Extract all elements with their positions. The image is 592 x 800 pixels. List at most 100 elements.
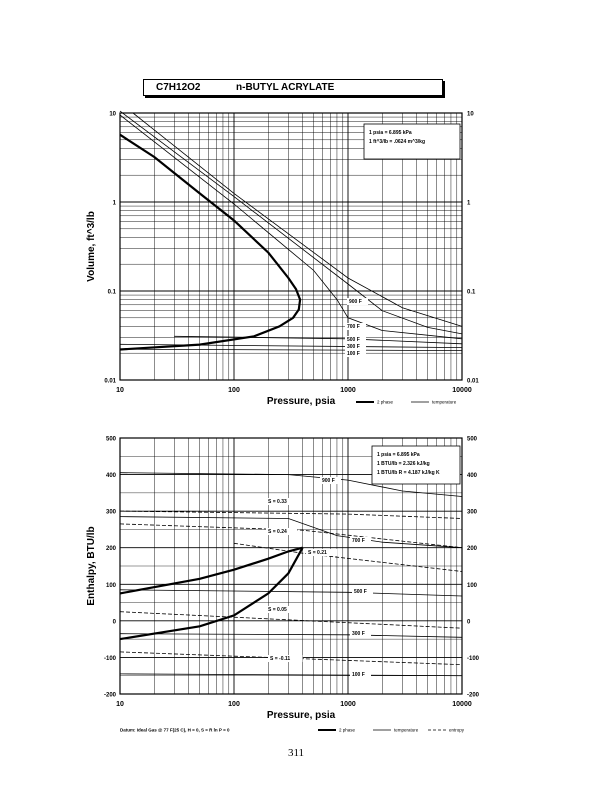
annotation-bg — [345, 336, 366, 343]
two-phase-curve — [119, 546, 303, 595]
curve-label: 500 F — [354, 589, 367, 595]
y-axis-label: Volume, ft^3/lb — [86, 211, 97, 282]
curve-label: 100 F — [347, 351, 360, 357]
entropy-line — [119, 523, 463, 549]
curve-label: S = 0.21 — [308, 550, 327, 556]
conversion-box — [363, 123, 461, 160]
conversion-text: 1 BTU/lb R = 4.187 kJ/kg K — [377, 470, 440, 476]
curve-label: 900 F — [349, 299, 362, 305]
annotation-bg — [350, 671, 371, 678]
x-tick-label: 1000 — [340, 387, 356, 394]
annotation-bg — [306, 549, 338, 556]
y-tick-label-right: 300 — [467, 510, 478, 516]
y-tick-label-right: 0 — [467, 619, 471, 625]
annotation-bg — [345, 343, 366, 350]
entropy-line — [119, 611, 463, 629]
curve-label: 300 F — [352, 631, 365, 637]
chart-title-box: C7H12O2 n-BUTYL ACRYLATE — [143, 79, 443, 96]
annotation-bg — [350, 630, 371, 637]
y-tick-label: 0 — [113, 619, 117, 625]
y-tick-label: 0.01 — [104, 379, 116, 385]
conversion-box — [371, 445, 461, 485]
y-axis-label: Enthalpy, BTU/lb — [86, 526, 97, 605]
entropy-line — [119, 510, 463, 519]
curve-label: S = 0.24 — [268, 529, 287, 535]
annotation-bg — [266, 606, 298, 613]
chemical-name: n-BUTYL ACRYLATE — [236, 82, 335, 93]
curve-label: S = 0.33 — [268, 499, 287, 505]
temperature-line — [119, 110, 463, 335]
legend-label: 2 phase — [339, 728, 356, 733]
annotation-bg — [345, 323, 366, 330]
y-tick-label: 10 — [109, 112, 116, 118]
page-number: 311 — [287, 747, 305, 759]
curve-label: 100 F — [352, 672, 365, 678]
curve-label: 500 F — [347, 337, 360, 343]
annotation-bg — [320, 477, 341, 484]
x-axis-label: Pressure, psia — [267, 396, 336, 407]
x-tick-label: 10000 — [452, 701, 472, 708]
annotation-bg — [268, 655, 303, 662]
chemical-formula: C7H12O2 — [156, 82, 201, 93]
y-tick-label: 0.1 — [108, 290, 117, 296]
x-tick-label: 100 — [228, 387, 240, 394]
y-tick-label: 500 — [106, 437, 117, 443]
legend-label: temperature — [432, 400, 457, 405]
y-tick-label: 100 — [106, 583, 117, 589]
temperature-line — [119, 673, 463, 677]
y-tick-label: 300 — [106, 510, 117, 516]
volume-pressure-chart: 10 100 1000 100001010.10.011010.10.01Pressu… — [86, 110, 479, 407]
y-tick-label-right: 1 — [467, 201, 471, 207]
two-phase-curve — [119, 547, 304, 641]
enthalpy-pressure-chart: 10 100 1000 100005004003002001000-100-20050… — [86, 437, 480, 733]
temperature-line — [119, 348, 463, 351]
x-axis-label: Pressure, psia — [267, 710, 336, 721]
y-tick-label: 400 — [106, 473, 117, 479]
y-tick-label-right: 200 — [467, 546, 478, 552]
y-tick-label: 1 — [113, 201, 117, 207]
curve-label: S = -0.11 — [270, 656, 290, 662]
y-tick-label-right: 10 — [467, 112, 474, 118]
y-tick-label-right: 0.1 — [467, 290, 476, 296]
temperature-line — [119, 516, 463, 549]
annotation-bg — [345, 350, 366, 357]
x-tick-label: 100 — [228, 701, 240, 708]
x-tick-label: 10 — [116, 387, 124, 394]
plot-frame — [119, 437, 463, 695]
annotation-bg — [266, 528, 298, 535]
curve-label: S = 0.05 — [268, 607, 287, 613]
conversion-text: 1 psia = 6.895 kPa — [377, 452, 420, 458]
y-tick-label: 200 — [106, 546, 117, 552]
temperature-line — [119, 589, 463, 597]
annotation-bg — [266, 498, 298, 505]
curve-label: 700 F — [352, 538, 365, 544]
x-tick-label: 10 — [116, 701, 124, 708]
temperature-line — [119, 472, 463, 497]
curve-label: 900 F — [322, 478, 335, 484]
footnote: Datum: Ideal Gas @ 77 F(25 C), H = 0, S … — [120, 728, 230, 733]
x-tick-label: 1000 — [340, 701, 356, 708]
x-tick-label: 10000 — [452, 387, 472, 394]
conversion-text: 1 ft^3/lb = .0624 m^3/kg — [369, 139, 425, 145]
legend-label: 2 phase — [377, 400, 394, 405]
curve-label: 300 F — [347, 344, 360, 350]
legend-label: entropy — [449, 728, 465, 733]
y-tick-label-right: -100 — [467, 656, 480, 662]
temperature-line — [119, 343, 463, 348]
temperature-line — [132, 112, 463, 327]
y-tick-label-right: 0.01 — [467, 379, 479, 385]
temperature-line — [119, 633, 463, 638]
y-tick-label-right: 500 — [467, 437, 478, 443]
y-tick-label-right: 400 — [467, 473, 478, 479]
y-tick-label: -200 — [104, 693, 117, 699]
entropy-line — [233, 542, 463, 572]
curve-label: 700 F — [347, 324, 360, 330]
y-tick-label-right: 100 — [467, 583, 478, 589]
conversion-text: 1 psia = 6.895 kPa — [369, 130, 412, 136]
annotation-bg — [352, 588, 373, 595]
y-tick-label: -100 — [104, 656, 117, 662]
plot-frame — [119, 112, 463, 381]
annotation-bg — [350, 537, 371, 544]
two-phase-curve — [119, 133, 302, 351]
